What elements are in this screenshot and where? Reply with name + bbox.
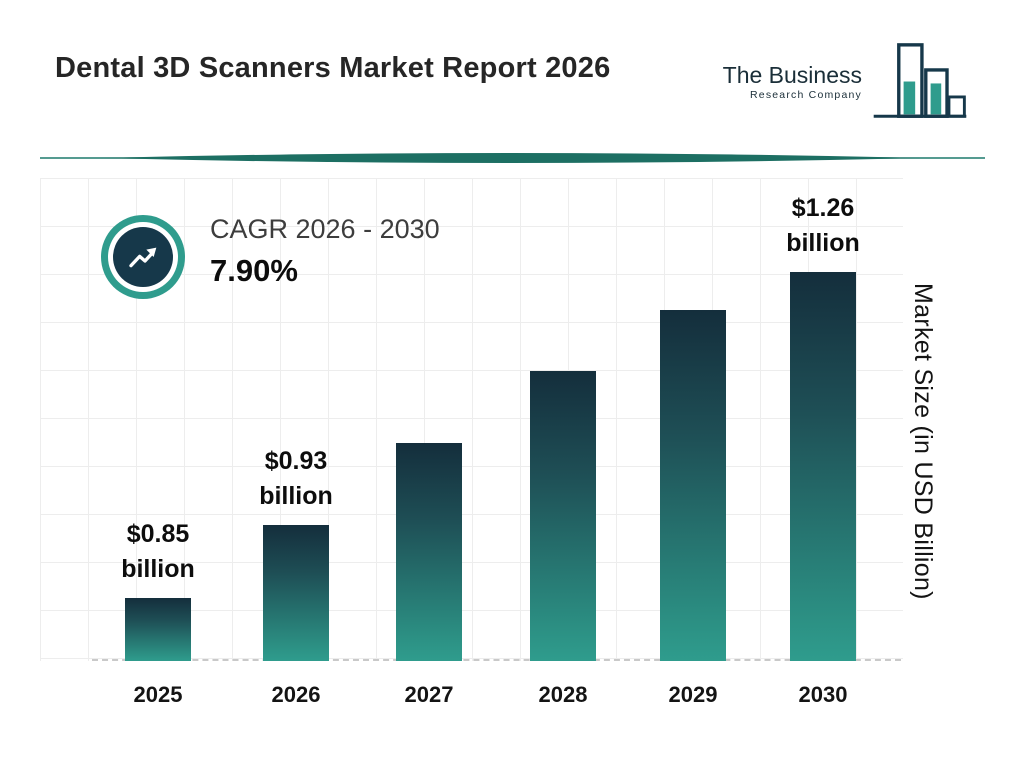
bar-2025 <box>125 598 191 661</box>
x-tick-label-2025: 2025 <box>133 682 183 707</box>
x-axis-baseline <box>92 659 901 661</box>
page-title: Dental 3D Scanners Market Report 2026 <box>55 52 611 84</box>
x-tick-label-2026: 2026 <box>271 682 321 707</box>
bar-2028 <box>530 371 596 661</box>
bar-value-label-2026: $0.93 billion <box>259 447 333 510</box>
logo-bar-chart-icon <box>873 43 967 118</box>
bar-group-2028: 2028 <box>530 178 596 707</box>
bar-2029 <box>660 310 726 661</box>
bar-2027 <box>396 443 462 661</box>
cagr-text-block: CAGR 2026 - 2030 7.90% <box>210 214 440 289</box>
logo-text: The Business Research Company <box>723 63 862 100</box>
y-axis-title: Market Size (in USD Billion) <box>909 283 937 600</box>
cagr-badge <box>99 213 187 301</box>
logo-name: The Business <box>722 62 862 89</box>
bar-group-2027: 2027 <box>396 178 462 707</box>
company-logo: The Business Research Company <box>722 40 970 124</box>
bar-group-2030: $1.26 billion 2030 <box>786 178 860 707</box>
bar-chart: $0.85 billion 2025 $0.93 billion 2026 2027 2028… <box>40 178 903 707</box>
x-tick-label-2027: 2027 <box>404 682 454 707</box>
bar-group-2025: $0.85 billion 2025 <box>121 178 195 707</box>
x-tick-label-2028: 2028 <box>538 682 588 707</box>
trend-arrow-icon <box>113 227 173 287</box>
bar-2030 <box>790 272 856 661</box>
x-tick-label-2029: 2029 <box>668 682 718 707</box>
cagr-period-label: CAGR 2026 - 2030 <box>210 214 440 244</box>
bar-2026 <box>263 525 329 661</box>
x-tick-label-2030: 2030 <box>798 682 848 707</box>
bar-group-2026: $0.93 billion 2026 <box>259 178 333 707</box>
bar-value-label-2030: $1.26 billion <box>786 194 860 257</box>
divider-line <box>40 153 985 163</box>
cagr-value: 7.90% <box>210 253 298 288</box>
bar-group-2029: 2029 <box>660 178 726 707</box>
logo-subtitle: Research Company <box>750 88 862 101</box>
bar-value-label-2025: $0.85 billion <box>121 520 195 583</box>
